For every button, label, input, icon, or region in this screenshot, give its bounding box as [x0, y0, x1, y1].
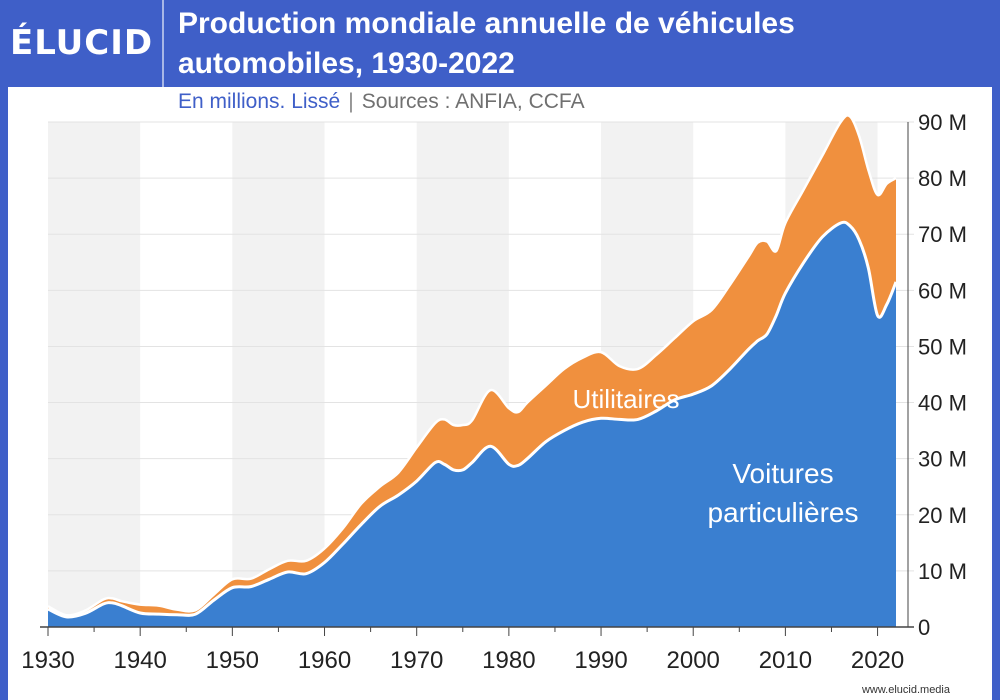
- subtitle-separator: |: [348, 90, 354, 113]
- x-tick-label-1990: 1990: [574, 647, 627, 674]
- series-labels: Utilitaires Voitures particulières: [573, 384, 859, 528]
- left-border: [0, 87, 8, 700]
- y-tick-label-80: 80 M: [918, 166, 967, 191]
- x-tick-label-1970: 1970: [390, 647, 443, 674]
- y-tick-label-50: 50 M: [918, 334, 967, 359]
- x-tick-label-2000: 2000: [667, 647, 720, 674]
- x-tick-label-1930: 1930: [21, 647, 74, 674]
- x-tick-label-2020: 2020: [851, 647, 904, 674]
- x-tick-label-1940: 1940: [113, 647, 166, 674]
- x-tick-label-2010: 2010: [759, 647, 812, 674]
- subtitle: En millions. Lissé | Sources : ANFIA, CCFA: [178, 90, 585, 114]
- y-tick-label-30: 30 M: [918, 447, 967, 472]
- y-tick-label-20: 20 M: [918, 503, 967, 528]
- y-tick-label-0: 0: [918, 615, 930, 640]
- total-outline: [47, 114, 897, 617]
- decade-band-1950: [232, 122, 325, 627]
- x-tick-label-1980: 1980: [482, 647, 535, 674]
- x-axis: 1930 1940 1950 1960 1970 1980 1990 2000 2010 2020: [21, 626, 914, 674]
- header-bar: [0, 0, 1000, 87]
- subtitle-sources: Sources : ANFIA, CCFA: [361, 90, 585, 113]
- x-tick-label-1950: 1950: [206, 647, 259, 674]
- y-tick-label-10: 10 M: [918, 559, 967, 584]
- chart-areas: [47, 114, 898, 627]
- voitures-area: [48, 222, 896, 627]
- y-axis: 0 10 M 20 M 30 M 40 M 50 M 60 M 70 M 80 M 90 M: [907, 110, 967, 640]
- chart-title: Production mondiale annuelle de véhicule…: [178, 7, 795, 80]
- header-divider: [162, 0, 164, 87]
- y-tick-label-70: 70 M: [918, 222, 967, 247]
- label-voitures-line1: Voitures: [732, 458, 833, 489]
- y-tick-label-40: 40 M: [918, 391, 967, 416]
- label-utilitaires: Utilitaires: [573, 384, 680, 414]
- y-tick-label-60: 60 M: [918, 278, 967, 303]
- footer-url: www.elucid.media: [861, 684, 950, 696]
- label-voitures-line2: particulières: [708, 497, 859, 528]
- decade-band-1930: [48, 122, 141, 627]
- elucid-logo: ÉLUCID: [10, 23, 154, 63]
- y-tick-label-90: 90 M: [918, 110, 967, 135]
- voitures-outline: [47, 220, 898, 619]
- x-tick-label-1960: 1960: [298, 647, 351, 674]
- right-border: [992, 87, 1000, 700]
- subtitle-note: En millions. Lissé: [178, 90, 341, 113]
